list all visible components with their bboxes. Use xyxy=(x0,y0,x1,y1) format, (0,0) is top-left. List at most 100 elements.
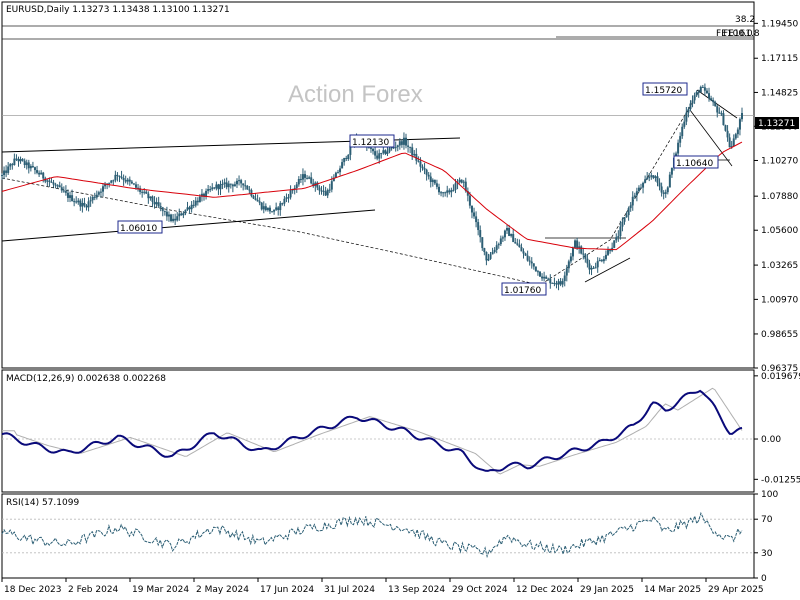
candle-body xyxy=(40,172,43,175)
candle-body xyxy=(145,191,148,194)
candle-body xyxy=(134,184,137,188)
candle-body xyxy=(670,167,673,175)
x-tick-label: 19 Mar 2024 xyxy=(132,585,189,595)
candle-body xyxy=(477,222,480,231)
candle-body xyxy=(446,190,449,193)
candle-body xyxy=(139,188,142,192)
candle-body xyxy=(143,191,146,193)
candle-body xyxy=(223,182,226,184)
candle-body xyxy=(172,218,175,222)
candle-body xyxy=(687,109,690,113)
candle-body xyxy=(5,170,8,173)
candle-body xyxy=(114,174,117,181)
candle-body xyxy=(574,240,577,248)
candle-body xyxy=(487,258,490,261)
flag-upper xyxy=(696,89,738,119)
candle-body xyxy=(159,206,162,208)
candle-body xyxy=(701,86,704,88)
flag-lower xyxy=(689,109,733,167)
candle-body xyxy=(528,260,531,262)
candle-body xyxy=(27,162,30,169)
candle-body xyxy=(211,187,214,190)
candle-body xyxy=(186,207,189,210)
candle-body xyxy=(310,177,313,184)
candle-body xyxy=(652,175,655,178)
candle-body xyxy=(442,192,445,194)
candle-body xyxy=(322,190,325,192)
candle-body xyxy=(726,130,729,138)
candle-body xyxy=(644,179,647,183)
candle-body xyxy=(491,252,494,255)
candle-body xyxy=(415,153,418,161)
candle-body xyxy=(167,214,170,217)
candle-body xyxy=(56,185,59,187)
candle-body xyxy=(132,183,135,185)
candle-body xyxy=(681,126,684,137)
trend-dashed-line xyxy=(1,89,701,286)
candle-body xyxy=(248,189,251,191)
candle-body xyxy=(598,260,601,262)
candle-body xyxy=(87,201,90,208)
candle-body xyxy=(510,233,513,236)
candle-body xyxy=(718,112,721,114)
candle-body xyxy=(58,185,61,188)
macd-tick-label: -0.012552 xyxy=(761,475,800,485)
candle-body xyxy=(60,187,63,191)
candle-body xyxy=(413,153,416,156)
price-tick-label: 1.03265 xyxy=(761,261,798,271)
candle-body xyxy=(450,190,453,193)
price-tick-label: 1.17115 xyxy=(761,54,798,64)
candle-body xyxy=(141,191,144,193)
candle-body xyxy=(623,217,626,222)
candle-body xyxy=(95,194,98,198)
candle-body xyxy=(545,276,548,279)
candle-body xyxy=(514,242,517,244)
candle-body xyxy=(120,176,123,178)
candle-body xyxy=(289,190,292,198)
candle-body xyxy=(382,150,385,153)
candle-body xyxy=(295,184,298,188)
candle-body xyxy=(81,202,84,207)
candle-body xyxy=(604,254,607,260)
candle-body xyxy=(254,198,257,200)
candle-body xyxy=(23,160,26,166)
candle-body xyxy=(126,179,129,182)
annotation-1-15720: 1.15720 xyxy=(642,82,688,96)
candle-body xyxy=(407,145,410,147)
candle-body xyxy=(149,196,152,199)
candle-body xyxy=(240,180,243,184)
candle-body xyxy=(402,137,405,145)
x-tick-label: 18 Dec 2023 xyxy=(4,585,62,595)
candle-body xyxy=(336,172,339,174)
candle-body xyxy=(196,200,199,203)
candle-body xyxy=(466,191,469,196)
candle-body xyxy=(615,237,618,241)
candle-body xyxy=(324,191,327,196)
price-tick-label: 1.10270 xyxy=(761,156,798,166)
x-tick-label: 13 Sep 2024 xyxy=(388,585,445,595)
candle-body xyxy=(347,154,350,160)
candle-body xyxy=(429,176,432,183)
price-pane[interactable] xyxy=(1,1,755,369)
candle-body xyxy=(541,276,544,279)
candle-body xyxy=(153,201,156,205)
candle-body xyxy=(679,136,682,143)
candle-body xyxy=(246,185,249,190)
candle-body xyxy=(384,150,387,154)
x-tick-label: 2 Feb 2024 xyxy=(68,585,119,595)
candle-body xyxy=(489,254,492,259)
candle-body xyxy=(730,146,733,148)
candle-body xyxy=(112,180,115,182)
candle-body xyxy=(345,157,348,160)
rsi-pane[interactable] xyxy=(1,493,755,579)
candle-body xyxy=(62,190,65,192)
candle-body xyxy=(330,181,333,190)
candle-body xyxy=(437,186,440,193)
candle-body xyxy=(13,158,16,165)
candle-body xyxy=(316,182,319,188)
candle-body xyxy=(728,137,731,148)
candle-body xyxy=(666,187,669,193)
macd-pane[interactable] xyxy=(1,369,755,493)
candle-body xyxy=(485,252,488,261)
